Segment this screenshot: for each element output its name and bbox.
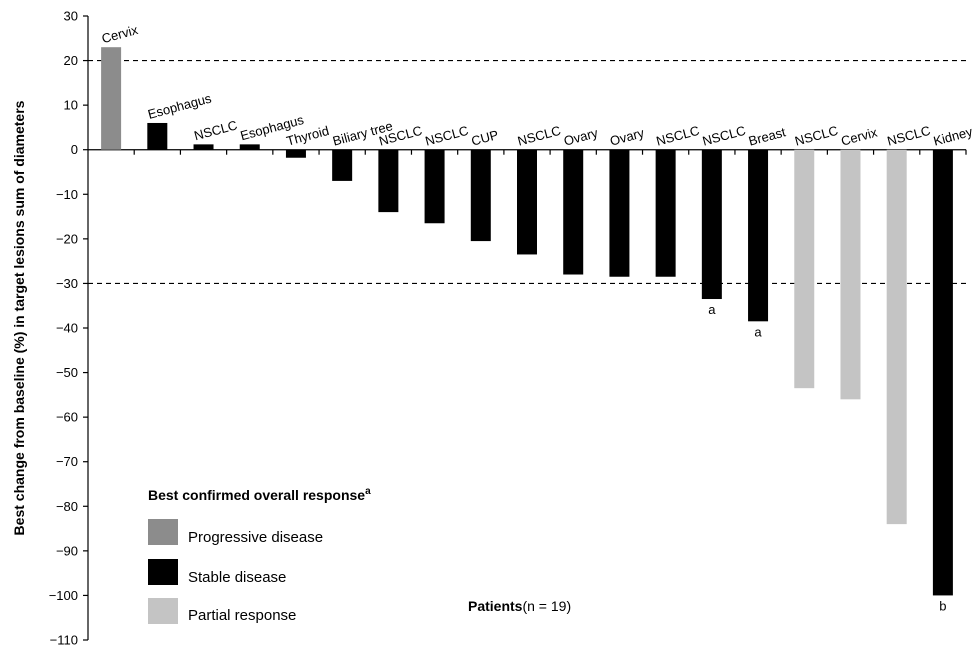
bar-label: Esophagus <box>146 90 213 121</box>
bar-nsclc <box>655 149 676 277</box>
bar-label: NSCLC <box>886 123 932 149</box>
y-tick-label: −30 <box>56 276 78 291</box>
bar-nsclc <box>424 149 445 224</box>
bar-biliary-tree <box>332 149 353 181</box>
bar-nsclc <box>517 149 537 255</box>
x-axis-title-label: Patients <box>468 598 523 614</box>
x-axis-title-n: (n = 19) <box>522 598 571 614</box>
bar-cervix <box>101 47 122 150</box>
footnote-marker: b <box>939 598 946 613</box>
legend: Best confirmed overall responsea Progres… <box>148 486 371 624</box>
reference-lines <box>88 59 966 285</box>
bar-label: NSCLC <box>516 123 562 149</box>
footnote-markers: a a b <box>708 302 946 613</box>
legend-swatch-partial <box>148 598 178 624</box>
legend-title: Best confirmed overall responsea <box>148 486 371 503</box>
bar-esophagus <box>239 144 260 150</box>
y-tick-label: −10 <box>56 187 78 202</box>
y-tick-label: −110 <box>50 633 78 648</box>
y-tick-label: 0 <box>71 142 78 157</box>
footnote-marker: a <box>754 324 762 339</box>
bar-kidney <box>932 149 953 596</box>
y-tick-label: −100 <box>49 588 78 603</box>
y-tick-label: −40 <box>56 321 78 336</box>
y-axis: 30 20 10 0 −10 −20 −30 −40 −50 −60 −70 −80 −90 −100 −1… <box>49 9 967 648</box>
bar-label: Ovary <box>562 125 600 149</box>
legend-label-partial: Partial response <box>188 607 296 624</box>
y-tick-label: −90 <box>56 543 78 558</box>
bar-cup <box>470 149 491 242</box>
y-tick-label: −80 <box>56 499 78 514</box>
bar-breast <box>748 149 769 322</box>
bar-label: NSCLC <box>793 123 839 149</box>
legend-swatch-stable <box>148 559 178 585</box>
x-axis-title: Patients(n = 19) <box>468 598 571 614</box>
legend-title-text: Best confirmed overall response <box>148 487 365 503</box>
y-tick-label: 20 <box>64 53 78 68</box>
bars <box>101 47 953 596</box>
legend-title-superscript: a <box>365 486 371 497</box>
bar-nsclc <box>378 149 399 213</box>
bar-label: Cervix <box>839 124 879 148</box>
bar-label: Ovary <box>608 125 646 149</box>
bar-label: Cervix <box>100 22 140 46</box>
bar-label: NSCLC <box>192 117 238 143</box>
bar-nsclc <box>701 149 722 300</box>
legend-label-stable: Stable disease <box>188 569 286 586</box>
legend-label-progressive: Progressive disease <box>188 529 323 546</box>
y-tick-label: 30 <box>64 9 78 24</box>
bar-esophagus <box>147 122 168 150</box>
bar-cervix <box>840 149 861 400</box>
y-axis-title: Best change from baseline (%) in target … <box>11 100 27 535</box>
bar-label: NSCLC <box>701 123 747 149</box>
bar-label: CUP <box>470 127 500 149</box>
bar-ovary <box>563 149 584 275</box>
bar-thyroid <box>285 149 306 158</box>
bar-label: NSCLC <box>655 123 701 149</box>
y-tick-label: −70 <box>56 454 78 469</box>
bar-nsclc <box>886 149 907 525</box>
bar-label: Breast <box>747 124 788 148</box>
y-tick-label: −20 <box>56 231 78 246</box>
y-tick-label: −60 <box>56 410 78 425</box>
bar-ovary <box>609 149 630 277</box>
y-tick-label: 10 <box>64 98 78 113</box>
bar-label: Kidney <box>932 124 974 149</box>
bar-label: NSCLC <box>423 123 469 149</box>
bar-nsclc <box>794 149 815 389</box>
legend-swatch-progressive <box>148 519 178 545</box>
bar-nsclc <box>193 144 214 150</box>
y-tick-label: −50 <box>56 365 78 380</box>
footnote-marker: a <box>708 302 716 317</box>
